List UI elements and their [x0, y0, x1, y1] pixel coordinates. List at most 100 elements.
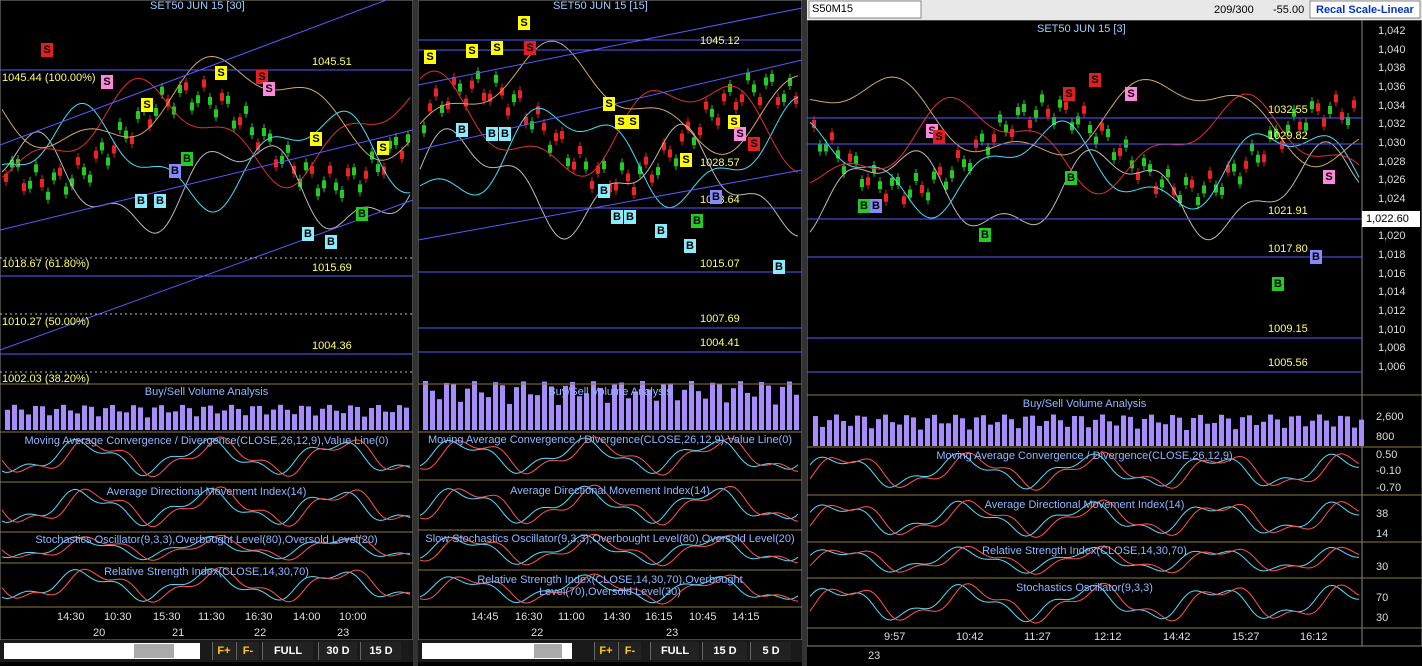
volume-bar: [117, 411, 122, 430]
volume-bar: [166, 412, 171, 430]
volume-bar: [773, 404, 778, 430]
volume-bar: [1205, 423, 1210, 446]
volume-bar: [334, 410, 339, 430]
date-label: 21: [172, 627, 185, 639]
indicator-title: Average Directional Movement Index(14): [106, 486, 307, 498]
volume-bar: [939, 423, 944, 446]
indicator-tick: 2,600: [1376, 411, 1404, 423]
scroll-thumb[interactable]: [134, 644, 174, 658]
volume-bar: [1247, 415, 1252, 446]
volume-bar: [1079, 416, 1084, 446]
price-line: [419, 96, 799, 209]
level-label: 1045.44 (100.00%): [2, 72, 96, 84]
volume-bar: [47, 415, 52, 430]
indicator-line: [1, 566, 411, 603]
toolbar-button[interactable]: 15 D: [702, 642, 747, 660]
volume-bar: [451, 384, 456, 430]
volume-bar: [675, 400, 680, 430]
toolbar-button[interactable]: F-: [618, 642, 641, 660]
signal-marker: S: [256, 70, 268, 84]
toolbar-button[interactable]: 15 D: [360, 642, 401, 660]
panel-frame: [0, 0, 414, 641]
volume-bar: [236, 408, 241, 430]
volume-bar: [647, 389, 652, 430]
level-label: 1032.55: [1268, 104, 1308, 116]
indicator-tick: 14: [1376, 528, 1389, 540]
volume-bar: [397, 405, 402, 430]
volume-bar: [577, 396, 582, 430]
signal-marker: B: [598, 184, 610, 198]
indicator-line: [419, 484, 799, 526]
signal-marker: B: [624, 210, 636, 224]
volume-bar: [1303, 426, 1308, 446]
symbol-dropdown[interactable]: [808, 0, 922, 19]
date-label: 22: [531, 627, 544, 639]
volume-bar: [918, 429, 923, 446]
signal-marker: B: [356, 207, 368, 221]
volume-bar: [953, 414, 958, 446]
volume-bar: [1198, 414, 1203, 446]
toolbar-button[interactable]: F+: [212, 642, 235, 660]
time-label: 16:30: [515, 611, 543, 623]
chart-title: SET50 JUN 15 [30]: [150, 0, 245, 12]
volume-bar: [215, 413, 220, 430]
toolbar-button[interactable]: F+: [594, 642, 617, 660]
toolbar-button[interactable]: 5 D: [750, 642, 791, 660]
indicator-line: [1, 437, 411, 477]
volume-bar: [528, 394, 533, 430]
volume-bar: [848, 425, 853, 446]
toolbar-button[interactable]: FULL: [262, 642, 313, 660]
toolbar-button[interactable]: 30 D: [318, 642, 357, 660]
price-tick: 1,018: [1378, 249, 1406, 262]
counter: 209/300: [1214, 4, 1254, 16]
volume-bar: [897, 424, 902, 446]
time-label: 16:30: [245, 611, 273, 623]
volume-bar: [738, 381, 743, 430]
signal-marker: S: [491, 41, 503, 55]
indicator-title: Stochastics Oscillator(9,3,3),Overbought…: [35, 534, 378, 546]
volume-bar: [341, 413, 346, 430]
volume-bar: [110, 404, 115, 430]
volume-bar: [883, 414, 888, 446]
scroll-thumb[interactable]: [534, 644, 562, 658]
pane-separators: [0, 383, 1422, 629]
indicator-line: [419, 485, 799, 524]
volume-bar: [1086, 427, 1091, 446]
indicator-line: [1, 534, 411, 561]
chart-title: SET50 JUN 15 [3]: [1037, 23, 1126, 35]
signal-marker: B: [870, 199, 882, 213]
price-tick: 1,042: [1378, 25, 1406, 37]
volume-bar: [61, 404, 66, 430]
volume-bar: [124, 412, 129, 430]
indicator-line: [419, 533, 799, 567]
signal-marker: S: [263, 82, 275, 96]
signal-marker: S: [1063, 87, 1075, 101]
price-tick: 1,028: [1378, 155, 1406, 168]
signal-marker: B: [154, 194, 166, 208]
volume-bar: [556, 404, 561, 430]
volume-bar: [787, 381, 792, 430]
scale-button[interactable]: [1309, 0, 1421, 19]
indicator-title: Buy/Sell Volume Analysis: [144, 386, 269, 398]
signal-marker: S: [424, 50, 436, 64]
indicator-line: [1, 487, 411, 527]
volume-bar: [717, 384, 722, 430]
volume-bar: [1233, 429, 1238, 446]
time-label: 16:12: [1300, 631, 1328, 643]
volume-bar: [682, 389, 687, 430]
volume-bar: [500, 385, 505, 430]
toolbar-button[interactable]: FULL: [650, 642, 699, 660]
signal-marker: S: [101, 75, 113, 89]
toolbar-button[interactable]: F-: [236, 642, 259, 660]
indicator-line: [1, 535, 411, 561]
price-line: [809, 120, 1360, 219]
volume-bar: [960, 418, 965, 446]
signal-marker: B: [655, 224, 667, 238]
volume-bar: [967, 429, 972, 446]
date-label: 23: [868, 650, 881, 662]
volume-bar: [689, 381, 694, 430]
signal-marker: S: [215, 66, 227, 80]
indicator-line: [809, 451, 1360, 491]
volume-bar: [465, 388, 470, 430]
